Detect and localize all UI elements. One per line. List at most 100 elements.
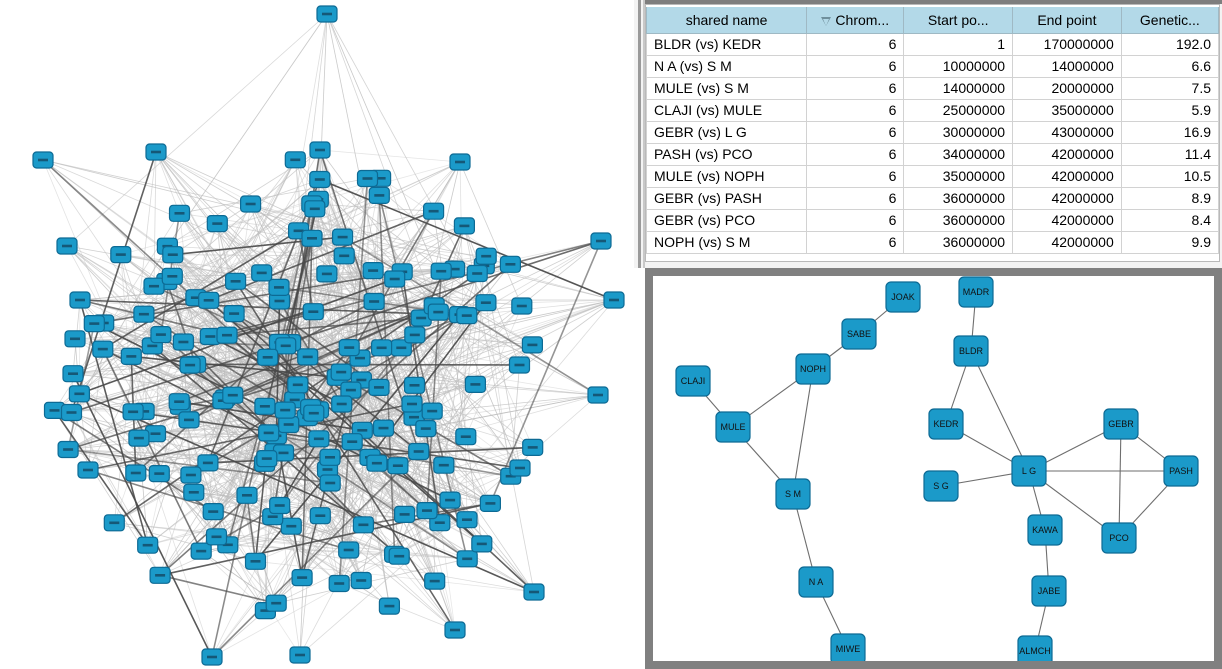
- full-network-panel[interactable]: [0, 0, 634, 669]
- network-node[interactable]: S M: [775, 478, 811, 510]
- network-node[interactable]: [254, 397, 276, 415]
- network-edge[interactable]: [378, 195, 396, 555]
- network-node[interactable]: [466, 264, 488, 283]
- network-edge[interactable]: [485, 302, 512, 477]
- network-node[interactable]: [366, 454, 388, 472]
- network-node[interactable]: [521, 336, 544, 354]
- network-edge[interactable]: [372, 270, 521, 469]
- network-node[interactable]: [455, 428, 477, 446]
- network-edge[interactable]: [431, 411, 436, 582]
- network-node[interactable]: [387, 457, 409, 475]
- network-node[interactable]: [83, 315, 105, 333]
- network-edge[interactable]: [792, 368, 814, 495]
- network-node[interactable]: [368, 378, 390, 396]
- network-node[interactable]: [68, 385, 91, 403]
- table-row[interactable]: GEBR (vs) L G 6 30000000 43000000 16.9: [646, 120, 1219, 144]
- network-node[interactable]: [60, 403, 83, 422]
- network-node[interactable]: [416, 502, 438, 520]
- network-node[interactable]: [197, 454, 219, 472]
- network-node[interactable]: [499, 255, 521, 273]
- network-node[interactable]: [415, 420, 437, 438]
- network-edge[interactable]: [235, 280, 380, 389]
- network-node[interactable]: [297, 348, 319, 366]
- node-shape[interactable]: [923, 470, 959, 502]
- network-node[interactable]: [316, 265, 338, 283]
- network-edge[interactable]: [361, 379, 535, 593]
- node-shape[interactable]: [798, 566, 834, 598]
- network-edge[interactable]: [71, 412, 149, 546]
- table-row[interactable]: N A (vs) S M 6 10000000 14000000 6.6: [646, 54, 1219, 78]
- network-edge[interactable]: [144, 405, 265, 412]
- network-edge[interactable]: [421, 317, 533, 346]
- network-edge[interactable]: [72, 373, 277, 604]
- network-edge[interactable]: [71, 412, 140, 439]
- network-node[interactable]: [444, 621, 466, 639]
- network-node[interactable]: [511, 297, 533, 315]
- column-header-chromosome[interactable]: Chrom...: [806, 5, 905, 34]
- network-node[interactable]: [308, 430, 330, 448]
- network-node[interactable]: [475, 247, 497, 265]
- network-node[interactable]: PCO: [1101, 522, 1137, 554]
- network-node[interactable]: [240, 195, 262, 213]
- network-node[interactable]: [148, 465, 170, 483]
- network-edge[interactable]: [94, 323, 268, 459]
- network-edge[interactable]: [465, 305, 523, 437]
- network-node[interactable]: BLDR: [953, 335, 989, 367]
- table-scroll-area[interactable]: shared name Chrom... Start po... End point G…: [645, 4, 1220, 262]
- network-edge[interactable]: [363, 524, 456, 631]
- network-edge[interactable]: [131, 355, 338, 379]
- network-node[interactable]: [222, 386, 244, 404]
- network-node[interactable]: MADR: [958, 276, 994, 308]
- network-edge[interactable]: [319, 149, 435, 307]
- network-node[interactable]: [350, 571, 372, 590]
- network-edge[interactable]: [42, 159, 174, 256]
- node-shape[interactable]: [1017, 635, 1053, 661]
- network-edge[interactable]: [209, 335, 343, 405]
- network-edge[interactable]: [326, 13, 487, 303]
- network-node[interactable]: SABE: [841, 318, 877, 350]
- network-node[interactable]: ALMCH: [1017, 635, 1053, 661]
- table-row[interactable]: MULE (vs) S M 6 14000000 20000000 7.5: [646, 76, 1219, 100]
- network-edge[interactable]: [443, 315, 468, 466]
- network-edge[interactable]: [200, 550, 266, 611]
- network-node[interactable]: [145, 143, 167, 161]
- network-node[interactable]: N A: [798, 566, 834, 598]
- network-edge[interactable]: [1118, 423, 1122, 539]
- network-edge[interactable]: [319, 179, 378, 464]
- network-edge[interactable]: [342, 236, 533, 346]
- network-node[interactable]: MULE: [715, 411, 751, 443]
- network-node[interactable]: [257, 348, 279, 366]
- network-node[interactable]: [265, 594, 287, 612]
- network-edge[interactable]: [179, 178, 368, 214]
- network-node[interactable]: [309, 141, 331, 159]
- column-header-genetic[interactable]: Genetic...: [1120, 5, 1219, 34]
- filter-sort-icon[interactable]: [821, 16, 832, 26]
- network-node[interactable]: [362, 262, 384, 280]
- column-header-start_point[interactable]: Start po...: [903, 5, 1014, 34]
- network-node[interactable]: [309, 170, 331, 189]
- table-row[interactable]: GEBR (vs) PCO 6 36000000 42000000 8.4: [646, 208, 1219, 232]
- network-node[interactable]: [225, 272, 247, 290]
- network-edge[interactable]: [361, 305, 522, 381]
- network-node[interactable]: [275, 337, 297, 355]
- network-edge[interactable]: [246, 495, 257, 562]
- network-edge[interactable]: [310, 407, 436, 582]
- network-node[interactable]: [198, 291, 220, 309]
- network-edge[interactable]: [68, 449, 398, 467]
- network-node[interactable]: [168, 204, 191, 222]
- network-edge[interactable]: [66, 245, 191, 366]
- network-node[interactable]: [424, 572, 446, 590]
- network-edge[interactable]: [138, 389, 351, 439]
- node-shape[interactable]: [795, 353, 831, 385]
- network-edge[interactable]: [72, 373, 213, 658]
- node-shape[interactable]: [841, 318, 877, 350]
- network-node[interactable]: [110, 246, 132, 264]
- network-node[interactable]: [388, 547, 410, 565]
- network-node[interactable]: [256, 450, 278, 468]
- network-node[interactable]: CLAJI: [675, 365, 711, 397]
- network-edge[interactable]: [190, 364, 599, 396]
- network-node[interactable]: [331, 395, 353, 413]
- network-node[interactable]: [479, 494, 501, 512]
- network-node[interactable]: [471, 535, 493, 553]
- network-edge[interactable]: [53, 409, 149, 546]
